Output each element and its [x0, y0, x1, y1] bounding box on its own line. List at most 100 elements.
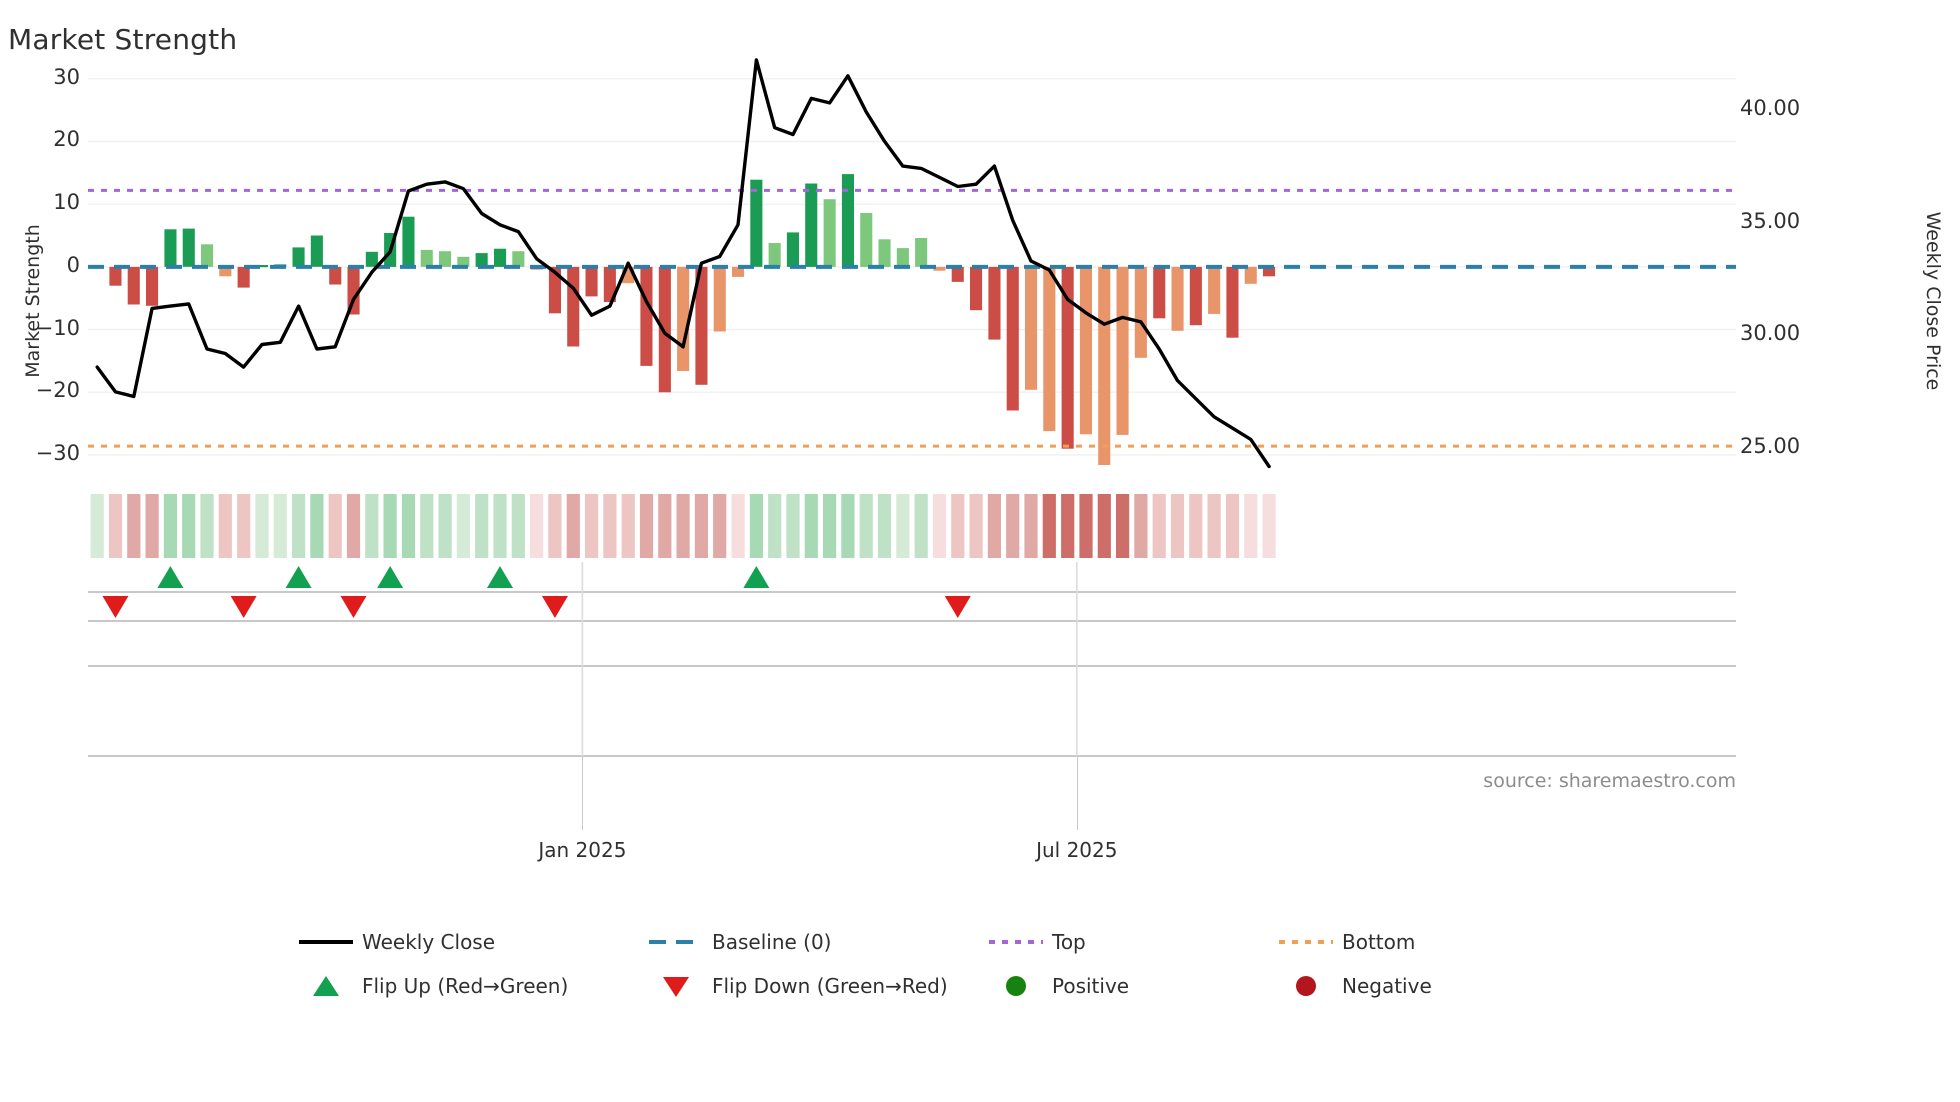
- heat-cell: [713, 494, 727, 558]
- legend-item-top[interactable]: Top: [980, 930, 1086, 954]
- x-tick-label: Jan 2025: [538, 838, 627, 862]
- flip-down-marker: [944, 596, 971, 618]
- heat-cell: [951, 494, 965, 558]
- heat-cell: [145, 494, 159, 558]
- strength-bar: [860, 213, 873, 267]
- legend-label: Top: [1052, 930, 1086, 954]
- heat-cell: [511, 494, 525, 558]
- strength-bar: [255, 265, 268, 268]
- strength-bar: [805, 183, 818, 267]
- flip-up-marker: [743, 566, 770, 588]
- heat-cell: [328, 494, 342, 558]
- heat-cell: [932, 494, 947, 558]
- strength-bar: [457, 256, 470, 267]
- y-tick-right: 30.00: [1740, 321, 1801, 346]
- heat-cell: [365, 494, 379, 558]
- heat-cell: [731, 494, 745, 558]
- heat-cell: [639, 494, 654, 558]
- strength-bar: [439, 251, 452, 267]
- source-note: source: sharemaestro.com: [1483, 770, 1736, 792]
- heat-cell: [987, 494, 1001, 558]
- flip-down-marker: [102, 596, 129, 618]
- strength-bar: [896, 248, 909, 267]
- strength-bar: [732, 266, 745, 277]
- circle-icon: [980, 974, 1052, 998]
- strength-bar: [677, 266, 690, 371]
- legend-item-negative[interactable]: Negative: [1270, 974, 1432, 998]
- flip-down-marker: [230, 596, 257, 618]
- strength-bar: [494, 248, 507, 267]
- heat-cell: [1189, 494, 1203, 558]
- legend-row: Flip Up (Red→Green) Flip Down (Green→Red)…: [290, 974, 1690, 1008]
- strength-bar: [512, 251, 525, 267]
- heat-cell: [1207, 494, 1221, 558]
- footer-panel: [88, 620, 1736, 757]
- strength-bar: [768, 243, 781, 267]
- legend-item-flip-up-red-green[interactable]: Flip Up (Red→Green): [290, 974, 568, 998]
- heat-cell: [1170, 494, 1185, 558]
- strength-bar: [603, 266, 616, 302]
- strength-bar: [1153, 266, 1166, 319]
- strength-bar: [915, 238, 928, 267]
- heat-cell: [310, 494, 324, 558]
- heat-cell: [255, 494, 269, 558]
- heat-cell: [383, 494, 397, 558]
- dotted-line-icon: [1270, 935, 1342, 949]
- strength-bar: [420, 249, 433, 267]
- heat-cell: [749, 494, 763, 558]
- heat-cell: [658, 494, 672, 558]
- heat-cell: [1244, 494, 1258, 558]
- strength-bar: [750, 179, 763, 267]
- strength-bar: [402, 216, 415, 267]
- strength-bar: [1171, 266, 1184, 331]
- heat-cell: [346, 494, 361, 558]
- flip-up-marker: [487, 566, 513, 588]
- strength-bar: [237, 266, 250, 288]
- strength-bar: [658, 266, 671, 393]
- legend-item-bottom[interactable]: Bottom: [1270, 930, 1415, 954]
- y-tick-left: −10: [35, 315, 80, 340]
- strength-bar: [1061, 266, 1074, 449]
- flip-down-marker: [340, 596, 367, 618]
- legend-item-weekly-close[interactable]: Weekly Close: [290, 930, 495, 954]
- heat-cell: [475, 494, 489, 558]
- heat-cell: [200, 494, 214, 558]
- strength-bar: [988, 266, 1001, 340]
- heat-cell: [1097, 494, 1111, 558]
- heat-cell: [90, 494, 104, 558]
- heat-cell: [548, 494, 562, 558]
- legend-item-flip-down-green-red[interactable]: Flip Down (Green→Red): [640, 974, 948, 998]
- heat-cell: [585, 494, 599, 558]
- heat-cell: [163, 494, 177, 558]
- heat-cell: [1262, 494, 1276, 558]
- heat-cell: [621, 494, 635, 558]
- heat-cell: [1134, 494, 1148, 558]
- y-tick-left: −20: [35, 378, 80, 403]
- heat-cell: [694, 494, 708, 558]
- strength-bar: [1244, 266, 1257, 284]
- strength-bar: [567, 266, 580, 347]
- strength-bar: [640, 266, 653, 366]
- strength-bar: [219, 266, 232, 277]
- dotted-line-icon: [980, 935, 1052, 949]
- strength-bar: [1263, 266, 1276, 277]
- heat-cell: [218, 494, 232, 558]
- legend-item-positive[interactable]: Positive: [980, 974, 1129, 998]
- legend-label: Flip Up (Red→Green): [362, 974, 569, 998]
- y-tick-right: 40.00: [1740, 95, 1801, 120]
- y-tick-left: 0: [66, 252, 80, 277]
- heat-cell: [401, 494, 416, 558]
- strength-bar: [878, 239, 891, 267]
- heat-cell: [1116, 494, 1130, 558]
- legend-row: Weekly Close Baseline (0) Top Bottom: [290, 930, 1690, 964]
- heat-cell: [1152, 494, 1166, 558]
- x-tick-mark: [582, 756, 584, 830]
- y-axis-label-right: Weekly Close Price: [1922, 211, 1944, 391]
- legend-item-baseline-0[interactable]: Baseline (0): [640, 930, 831, 954]
- legend-label: Bottom: [1342, 930, 1416, 954]
- flip-up-marker: [377, 566, 404, 588]
- strength-bar: [841, 174, 854, 267]
- heat-cell: [859, 494, 873, 558]
- strength-bar: [1006, 266, 1019, 411]
- strength-bar: [1043, 266, 1056, 432]
